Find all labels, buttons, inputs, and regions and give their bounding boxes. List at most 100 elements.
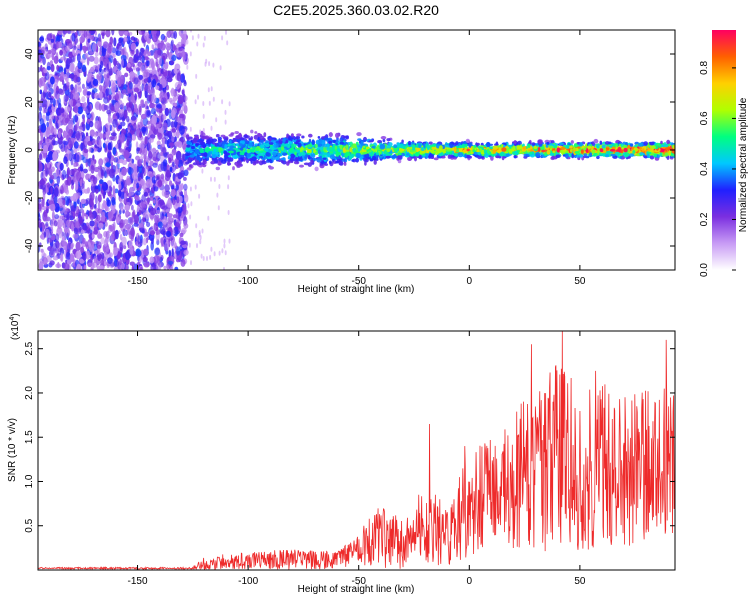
- spectrogram-cell: [146, 142, 151, 152]
- spectrogram-cell: [127, 126, 134, 131]
- spectrogram-cell: [212, 62, 215, 68]
- spectrogram-cell: [199, 239, 202, 245]
- spectrogram-cell: [138, 92, 142, 99]
- spectrogram-cell: [53, 220, 58, 227]
- spectrogram-cell: [60, 56, 65, 61]
- spectrogram-cell: [58, 198, 63, 207]
- spectrogram-cell: [157, 179, 163, 187]
- spectrogram-cell: [112, 247, 118, 256]
- spectrogram-cell: [38, 214, 41, 221]
- spectrogram-cell: [167, 260, 174, 265]
- spectrogram-cell: [158, 199, 165, 206]
- spectrogram-cell: [83, 87, 88, 97]
- spectrogram-cell: [92, 139, 98, 145]
- spectrogram-cell: [90, 165, 95, 174]
- spectrogram-cell: [113, 37, 117, 47]
- spectrogram-cell: [38, 203, 42, 212]
- spectrogram-cell: [93, 56, 99, 65]
- spectrogram-cell: [69, 143, 73, 149]
- spectrogram-cell: [490, 156, 494, 161]
- spectrogram-cell: [111, 30, 115, 36]
- spectrogram-cell: [109, 168, 115, 179]
- spectrogram-cell: [164, 132, 169, 141]
- spectrogram-cell: [114, 229, 119, 240]
- spectrogram-cell: [94, 166, 100, 173]
- spectrogram-cell: [66, 259, 72, 265]
- spectrogram-cell: [151, 94, 157, 104]
- spectrogram-cell: [93, 36, 98, 42]
- spectrogram-cell: [120, 58, 125, 68]
- spectrogram-cell: [102, 41, 109, 49]
- spectrogram-cell: [138, 216, 142, 224]
- spectrogram-cell: [256, 160, 260, 164]
- spectrogram-cell: [82, 168, 88, 174]
- spectrogram-cell: [156, 104, 163, 109]
- spectrogram-cell: [149, 134, 156, 139]
- spectrogram-cell: [62, 84, 68, 92]
- spectrogram-cell: [98, 158, 104, 167]
- spectrogram-cell: [143, 191, 148, 197]
- spectrogram-cell: [120, 206, 124, 212]
- spectrogram-cell: [180, 33, 184, 39]
- spectrogram-cell: [135, 48, 139, 55]
- spectrogram-cell: [38, 197, 42, 203]
- spectrogram-cell: [44, 48, 48, 57]
- spectrogram-cell: [217, 205, 220, 211]
- spectrogram-cell: [308, 133, 313, 138]
- spectrogram-cell: [57, 130, 61, 139]
- spectrogram-cell: [65, 39, 71, 44]
- spectrogram-cell: [80, 198, 87, 204]
- spectrogram-cell: [176, 72, 182, 82]
- spectrogram-cell: [195, 73, 198, 79]
- spectrogram-cell: [77, 106, 84, 115]
- spectrogram-cell: [599, 140, 603, 145]
- spectrogram-cell: [87, 73, 91, 81]
- spectrogram-cell: [86, 56, 90, 66]
- spectrogram-cell: [154, 214, 158, 224]
- spectrogram-cell: [73, 105, 79, 114]
- spectrogram-cell: [52, 140, 59, 146]
- spectrogram-cell: [98, 103, 102, 111]
- spectrogram-cell: [355, 157, 360, 163]
- spectrogram-cell: [154, 247, 160, 256]
- spectrogram-cell: [293, 161, 300, 165]
- spectrogram-cell: [112, 53, 116, 59]
- spectrogram-cell: [120, 121, 126, 127]
- spectrogram-cell: [133, 222, 139, 227]
- spectrogram-cell: [40, 92, 45, 102]
- spectrogram-cell: [168, 30, 174, 35]
- spectrogram-cell: [140, 136, 144, 143]
- spectrogram-cell: [66, 219, 71, 228]
- spectrogram-cell: [78, 216, 83, 225]
- spectrogram-cell: [102, 199, 106, 208]
- spectrogram-cell: [67, 120, 74, 130]
- spectrogram-cell: [75, 241, 81, 252]
- spectrogram-cell: [186, 64, 189, 70]
- spectrogram-cell: [160, 173, 165, 180]
- spectrogram-cell: [81, 102, 86, 108]
- spectrogram-cell: [339, 141, 345, 145]
- spectrogram-cell: [111, 82, 117, 93]
- spectrogram-cell: [148, 138, 154, 143]
- spectrogram-cell: [206, 256, 208, 261]
- spectrogram-cell: [201, 228, 204, 234]
- spectrogram-cell: [105, 131, 110, 140]
- spectrogram-cell: [133, 183, 137, 189]
- spectrogram-cell: [154, 41, 158, 48]
- spectrogram-cell: [64, 146, 68, 153]
- spectrogram-cell: [149, 256, 155, 264]
- spectrogram-cell: [170, 41, 173, 51]
- spectrogram-cell: [123, 109, 128, 119]
- spectrogram-cell: [129, 247, 134, 255]
- spectrogram-cell: [160, 151, 164, 157]
- spectrogram-cell: [103, 104, 107, 111]
- spectrogram-cell: [259, 135, 265, 141]
- spectrogram-cell: [141, 126, 147, 132]
- spectrogram-cell: [131, 204, 134, 211]
- spectrogram-cell: [147, 51, 151, 56]
- spectrogram-cell: [89, 220, 95, 227]
- spectrogram-cell: [71, 223, 74, 232]
- spectrogram-cell: [50, 63, 55, 73]
- spectrogram-cell: [99, 50, 103, 56]
